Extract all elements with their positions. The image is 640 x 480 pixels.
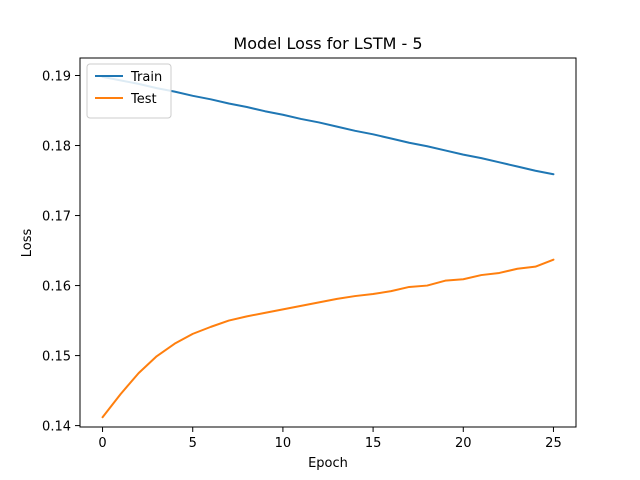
y-axis: 0.14 0.15 0.16 0.17 0.18 0.19 [42, 70, 80, 435]
y-tick-label: 0.15 [42, 350, 71, 365]
x-tick-label: 5 [189, 436, 197, 451]
x-tick-label: 20 [455, 436, 472, 451]
x-tick-label: 0 [98, 436, 106, 451]
x-axis: 0 5 10 15 20 25 [98, 427, 562, 451]
x-tick-label: 15 [365, 436, 382, 451]
y-tick-label: 0.16 [42, 280, 71, 295]
axes-frame [79, 57, 577, 428]
y-tick-label: 0.18 [42, 140, 71, 155]
chart-title: Model Loss for LSTM - 5 [233, 34, 422, 53]
series-line-train [101, 75, 555, 176]
legend: Train Test [86, 63, 172, 119]
y-tick-label: 0.17 [42, 210, 71, 225]
series-line-test [101, 258, 555, 419]
x-tick-label: 25 [545, 436, 562, 451]
x-axis-label: Epoch [308, 456, 348, 471]
plot-area [101, 75, 555, 419]
legend-box [86, 63, 172, 119]
legend-label-train: Train [130, 70, 162, 85]
y-tick-label: 0.14 [42, 420, 71, 435]
x-tick-label: 10 [275, 436, 292, 451]
y-tick-label: 0.19 [42, 70, 71, 85]
y-axis-label: Loss [20, 229, 35, 258]
legend-label-test: Test [130, 92, 157, 107]
